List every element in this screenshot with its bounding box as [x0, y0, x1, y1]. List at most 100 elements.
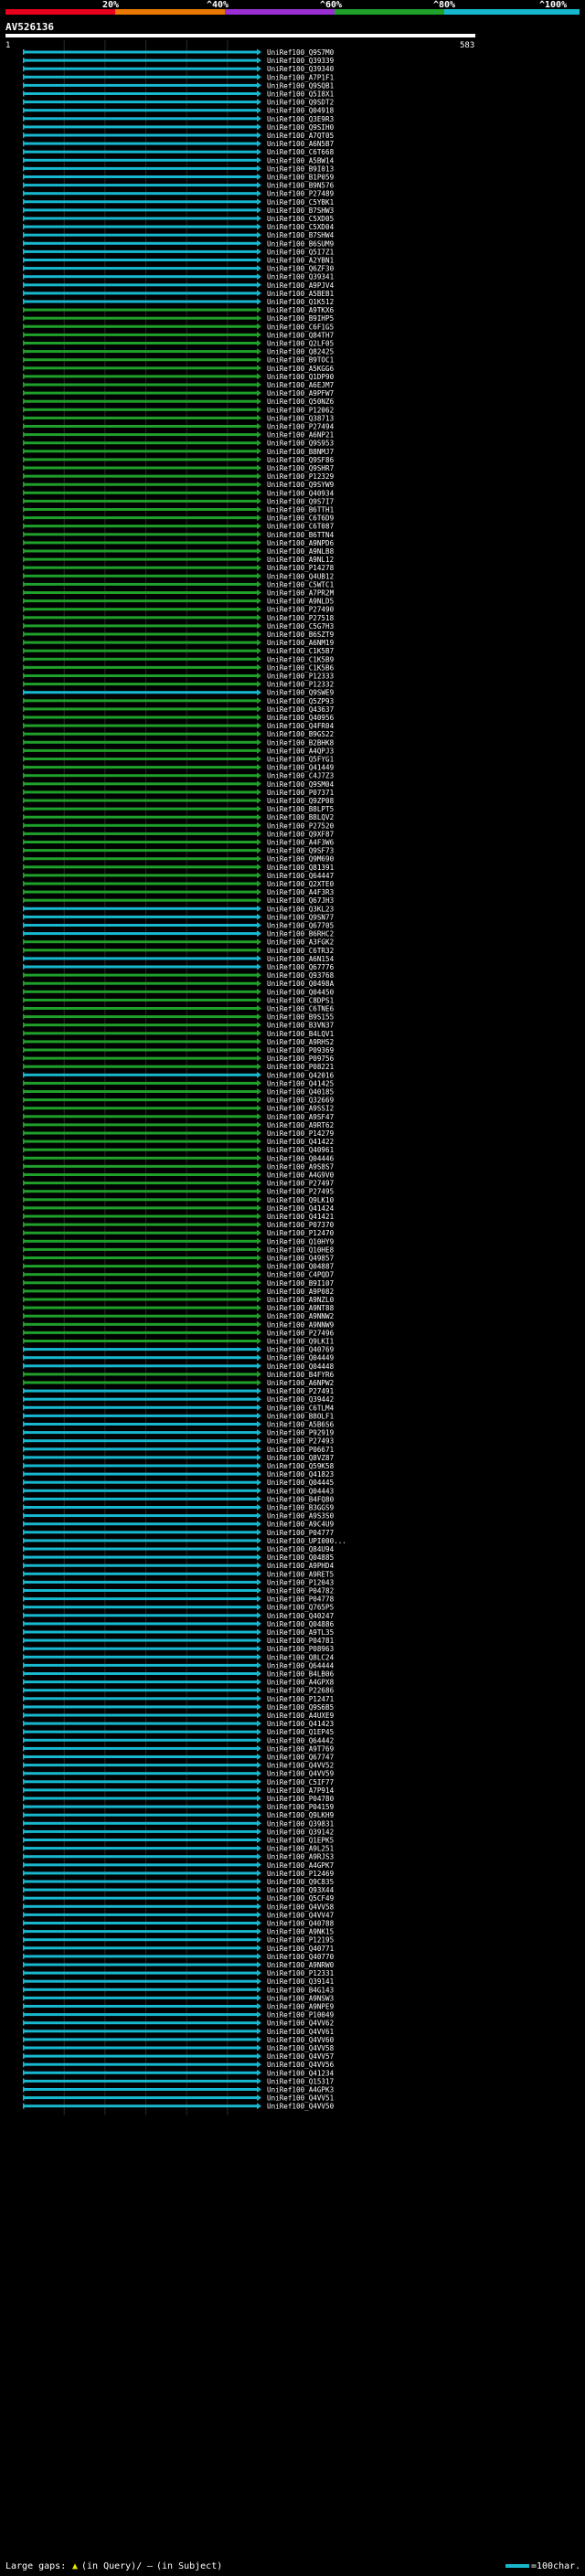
hit-label[interactable]: UniRef100_A9S3S0 [267, 1512, 335, 1521]
hit-bar[interactable] [24, 58, 258, 62]
hit-bar[interactable] [24, 1190, 258, 1193]
hit-label[interactable]: UniRef100_Q4VV47 [267, 1911, 334, 1919]
hit-bar[interactable] [24, 1746, 258, 1750]
hit-bar[interactable] [24, 1506, 258, 1509]
hit-bar[interactable] [24, 1173, 258, 1176]
hit-row[interactable]: UniRef100_Q9ZP08 [23, 797, 335, 805]
hit-bar[interactable] [24, 1572, 258, 1575]
hit-bar[interactable] [24, 823, 258, 827]
hit-bar[interactable] [24, 766, 258, 769]
hit-label[interactable]: UniRef100_P27494 [267, 423, 335, 431]
hit-row[interactable]: UniRef100_Q40934 [23, 489, 335, 497]
hit-label[interactable]: UniRef100_B3VN37 [267, 1022, 334, 1030]
hit-row[interactable]: UniRef100_Q43637 [23, 705, 334, 714]
hit-row[interactable]: UniRef100_Q5I7Z1 [23, 248, 335, 256]
hit-bar[interactable] [24, 50, 258, 54]
hit-row[interactable]: UniRef100_Q40769 [23, 1346, 335, 1354]
hit-label[interactable]: UniRef100_Q8VZ87 [267, 1454, 334, 1462]
hit-bar[interactable] [24, 491, 258, 494]
hit-row[interactable]: UniRef100_Q9LK10 [23, 1196, 335, 1204]
hit-label[interactable]: UniRef100_Q04443 [267, 1487, 334, 1495]
hit-label[interactable]: UniRef100_Q43637 [267, 705, 334, 714]
hit-row[interactable]: UniRef100_A9RT62 [23, 1121, 334, 1129]
hit-label[interactable]: UniRef100_P06671 [267, 1446, 335, 1454]
hit-label[interactable]: UniRef100_Q4VV52 [267, 1762, 334, 1770]
hit-bar[interactable] [24, 109, 258, 112]
hit-row[interactable]: UniRef100_Q9S7M0 [23, 48, 335, 57]
hit-row[interactable]: UniRef100_Q9SF73 [23, 847, 334, 855]
hit-bar[interactable] [24, 324, 258, 328]
hit-bar[interactable] [24, 691, 258, 694]
hit-bar[interactable] [24, 1922, 258, 1924]
hit-row[interactable]: UniRef100_A9NPE9 [23, 2003, 335, 2011]
hit-bar[interactable] [24, 1821, 258, 1825]
hit-label[interactable]: UniRef100_A6NM19 [267, 639, 335, 647]
hit-bar[interactable] [24, 474, 258, 478]
hit-label[interactable]: UniRef100_A7P1F1 [267, 73, 335, 81]
hit-bar[interactable] [24, 1447, 258, 1451]
hit-row[interactable]: UniRef100_B8LPT5 [23, 805, 334, 813]
hit-label[interactable]: UniRef100_Q3E9R3 [267, 115, 334, 123]
hit-row[interactable]: UniRef100_Q9SN77 [23, 913, 334, 921]
hit-row[interactable]: UniRef100_P12329 [23, 472, 335, 481]
hit-row[interactable]: UniRef100_Q9S953 [23, 440, 334, 448]
hit-bar[interactable] [24, 408, 258, 411]
hit-label[interactable]: UniRef100_Q40961 [267, 1146, 335, 1154]
hit-bar[interactable] [24, 582, 258, 586]
hit-label[interactable]: UniRef100_P12469 [267, 1870, 335, 1878]
hit-row[interactable]: UniRef100_P04777 [23, 1529, 334, 1537]
hit-bar[interactable] [24, 433, 258, 437]
hit-label[interactable]: UniRef100_C6TR32 [267, 947, 334, 955]
hit-label[interactable]: UniRef100_B6SZT9 [267, 631, 335, 639]
hit-row[interactable]: UniRef100_Q1EP45 [23, 1728, 334, 1736]
hit-bar[interactable] [24, 1680, 258, 1684]
hit-bar[interactable] [24, 125, 258, 129]
hit-row[interactable]: UniRef100_Q04918 [23, 107, 335, 115]
hit-bar[interactable] [24, 1597, 258, 1601]
hit-bar[interactable] [24, 342, 258, 345]
hit-label[interactable]: UniRef100_A7P914 [267, 1786, 335, 1795]
hit-row[interactable]: UniRef100_Q84U94 [23, 1545, 335, 1553]
hit-label[interactable]: UniRef100_Q9XF87 [267, 830, 334, 838]
hit-label[interactable]: UniRef100_Q5ZP93 [267, 697, 334, 705]
hit-label[interactable]: UniRef100_Q41234 [267, 2069, 335, 2077]
hit-bar[interactable] [24, 292, 258, 295]
hit-label[interactable]: UniRef100_A6EJM7 [267, 381, 334, 389]
hit-label[interactable]: UniRef100_A9RET5 [267, 1570, 334, 1578]
hit-label[interactable]: UniRef100_A9PHD4 [267, 1562, 335, 1570]
hit-bar[interactable] [24, 1314, 258, 1318]
hit-bar[interactable] [24, 2046, 258, 2050]
hit-bar[interactable] [24, 1663, 258, 1667]
hit-bar[interactable] [24, 142, 258, 145]
hit-row[interactable]: UniRef100_B4LQV1 [23, 1030, 335, 1038]
hit-bar[interactable] [24, 1423, 258, 1426]
hit-row[interactable]: UniRef100_A9NPD6 [23, 539, 335, 547]
hit-label[interactable]: UniRef100_A4UXE9 [267, 1712, 335, 1720]
hit-label[interactable]: UniRef100_B4LB06 [267, 1670, 335, 1679]
hit-row[interactable]: UniRef100_A9S8S7 [23, 1162, 334, 1171]
hit-row[interactable]: UniRef100_C1K5B9 [23, 655, 335, 663]
hit-label[interactable]: UniRef100_P10049 [267, 2011, 335, 2019]
hit-bar[interactable] [24, 1705, 258, 1709]
hit-row[interactable]: UniRef100_P07370 [23, 1221, 335, 1229]
hit-bar[interactable] [24, 1797, 258, 1800]
hit-bar[interactable] [24, 1107, 258, 1110]
hit-bar[interactable] [24, 1405, 258, 1409]
hit-row[interactable]: UniRef100_A9SSI2 [23, 1105, 334, 1113]
hit-label[interactable]: UniRef100_P27495 [267, 1188, 334, 1196]
hit-label[interactable]: UniRef100_Q4VV58 [267, 1903, 335, 1911]
hit-row[interactable]: UniRef100_A4G9V0 [23, 1171, 335, 1180]
hit-label[interactable]: UniRef100_C6T087 [267, 523, 334, 531]
hit-bar[interactable] [24, 208, 258, 212]
hit-bar[interactable] [24, 1564, 258, 1567]
hit-label[interactable]: UniRef100_Q9SIH0 [267, 123, 335, 132]
hit-row[interactable]: UniRef100_C5G7H3 [23, 622, 334, 631]
hit-bar[interactable] [24, 1056, 258, 1060]
hit-label[interactable]: UniRef100_Q67776 [267, 963, 335, 971]
hit-bar[interactable] [24, 1015, 258, 1019]
hit-row[interactable]: UniRef100_B6TTN4 [23, 531, 335, 539]
hit-label[interactable]: UniRef100_A5BEB1 [267, 290, 335, 298]
hit-bar[interactable] [24, 932, 258, 936]
hit-label[interactable]: UniRef100_Q9SYW9 [267, 481, 335, 489]
hit-row[interactable]: UniRef100_Q3E9R3 [23, 115, 334, 123]
